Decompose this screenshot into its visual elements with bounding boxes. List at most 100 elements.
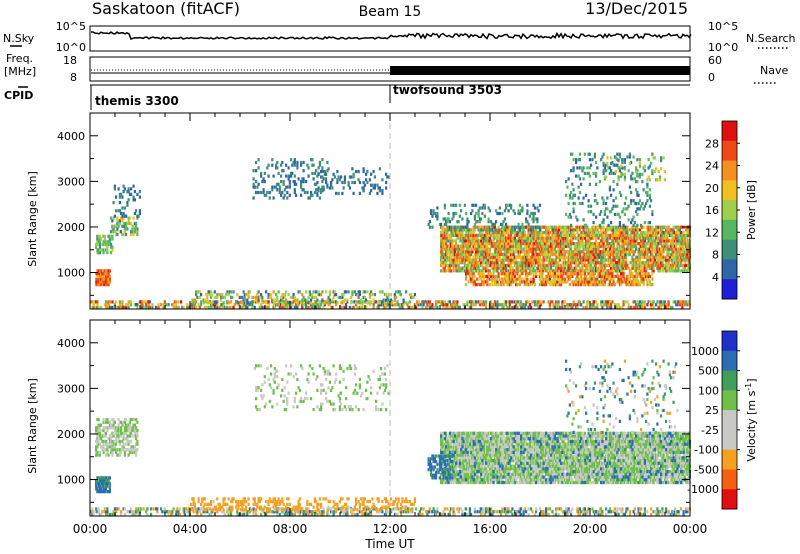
power-cell: [625, 258, 628, 262]
power-cell: [581, 201, 584, 206]
power-cell: [470, 242, 473, 246]
power-cell: [570, 233, 573, 237]
power-cell: [477, 209, 480, 213]
power-cell: [600, 277, 603, 281]
power-cell: [616, 269, 619, 273]
power-cell: [458, 258, 461, 262]
power-cell: [616, 233, 619, 237]
power-cell: [320, 303, 323, 307]
power-cell: [135, 209, 138, 213]
power-cell: [587, 247, 590, 251]
power-cell: [442, 217, 445, 221]
power-cell: [505, 244, 508, 248]
power-cell: [336, 301, 339, 305]
power-cell: [530, 280, 533, 284]
power-cell: [508, 283, 511, 287]
power-cell: [641, 250, 644, 254]
power-cell: [686, 233, 689, 237]
power-cell: [452, 266, 455, 270]
power-cell: [536, 266, 539, 270]
power-cell: [98, 240, 101, 244]
power-cell: [570, 239, 573, 243]
power-cell: [623, 178, 626, 182]
power-cell: [643, 250, 646, 254]
power-cell: [453, 225, 456, 229]
power-cell: [555, 228, 558, 232]
power-cell: [96, 269, 99, 273]
power-cell: [596, 201, 599, 206]
power-cell: [98, 269, 101, 273]
power-cell: [271, 300, 274, 304]
power-cell: [445, 244, 448, 248]
power-cell: [518, 242, 521, 246]
power-cell: [562, 242, 565, 246]
power-cell: [686, 231, 689, 235]
power-cell: [443, 300, 446, 304]
power-cell: [502, 231, 505, 235]
power-cell: [123, 305, 126, 309]
power-cell: [481, 206, 484, 210]
power-cell: [321, 175, 324, 179]
power-cell: [587, 300, 590, 304]
power-cell: [525, 247, 528, 251]
power-cell: [657, 225, 660, 229]
power-cell: [506, 277, 509, 281]
power-cell: [470, 305, 473, 309]
power-cell: [522, 242, 525, 246]
power-cell: [481, 231, 484, 235]
power-cell: [515, 303, 518, 307]
power-cell: [622, 274, 625, 278]
power-cell: [578, 250, 581, 254]
power-cell: [280, 298, 283, 302]
power-cell: [623, 277, 626, 281]
power-cell: [108, 240, 111, 244]
power-cell: [402, 298, 405, 302]
power-cell: [593, 155, 596, 159]
power-cell: [120, 211, 123, 216]
power-cell: [660, 242, 663, 246]
power-cell: [440, 233, 443, 237]
power-cell: [472, 225, 475, 229]
power-cell: [523, 261, 526, 265]
power-cell: [590, 163, 593, 167]
power-cell: [312, 163, 315, 167]
power-cell: [600, 303, 603, 307]
power-cell: [567, 225, 570, 229]
power-cell: [608, 300, 611, 304]
power-cell: [651, 242, 654, 246]
power-cell: [101, 280, 104, 284]
power-cell: [493, 225, 496, 229]
power-cell: [600, 261, 603, 265]
power-cell: [446, 239, 449, 243]
power-cell: [607, 274, 610, 278]
power-cell: [548, 239, 551, 243]
power-cell: [527, 300, 530, 304]
power-cell: [510, 274, 513, 278]
power-cell: [645, 261, 648, 265]
power-cell: [622, 223, 625, 227]
power-cell: [513, 280, 516, 284]
power-cell: [302, 188, 305, 192]
power-cell: [327, 298, 330, 302]
power-cell: [446, 258, 449, 262]
power-cell: [615, 233, 618, 237]
power-cell: [641, 236, 644, 240]
power-cell: [572, 233, 575, 237]
power-cell: [662, 303, 665, 307]
nave-tick-top: 60: [708, 54, 722, 67]
power-cell: [573, 247, 576, 251]
power-cell: [632, 239, 635, 243]
power-cell: [512, 258, 515, 262]
power-cell: [520, 277, 523, 281]
power-cell: [130, 300, 133, 304]
power-cell: [683, 269, 686, 273]
power-cell: [592, 242, 595, 246]
power-cell: [473, 283, 476, 287]
power-cell: [462, 233, 465, 237]
power-cell: [227, 301, 230, 305]
power-cell: [632, 223, 635, 227]
power-cell: [665, 247, 668, 251]
power-cell: [453, 255, 456, 259]
power-cell: [476, 225, 479, 229]
power-cell: [532, 274, 535, 278]
